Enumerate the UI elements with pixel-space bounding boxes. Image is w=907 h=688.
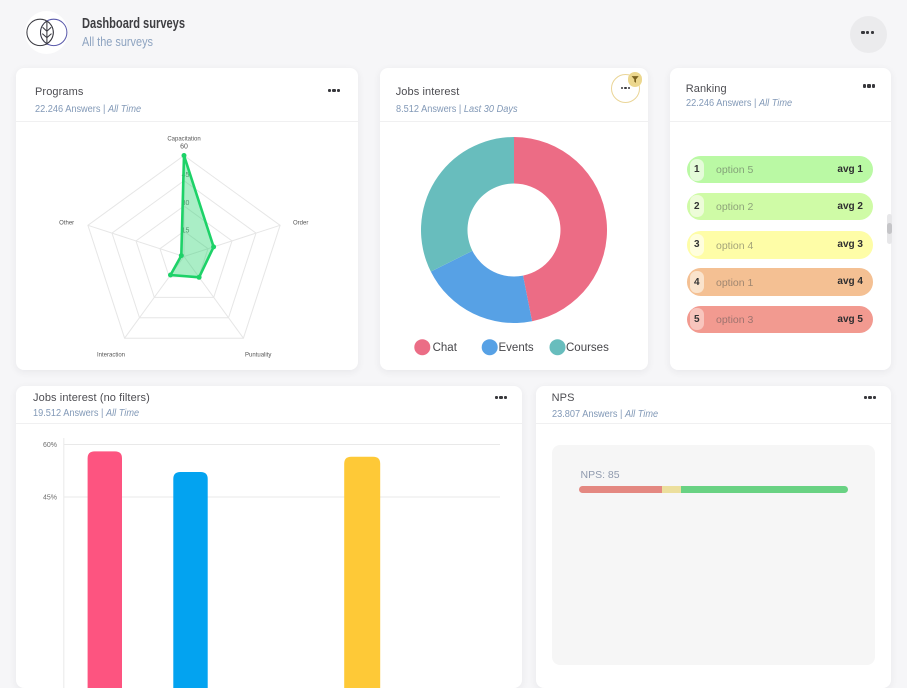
svg-text:30: 30 [182, 200, 190, 207]
svg-text:15: 15 [182, 227, 190, 234]
svg-text:Courses: Courses [566, 342, 609, 354]
svg-text:Chat: Chat [433, 342, 458, 354]
svg-text:45: 45 [182, 172, 190, 179]
svg-text:Puntuality: Puntuality [245, 352, 271, 358]
svg-text:60: 60 [180, 144, 188, 151]
svg-text:60%: 60% [43, 442, 57, 449]
svg-text:Other: Other [59, 220, 74, 226]
svg-text:Capacitation: Capacitation [167, 136, 200, 142]
svg-text:Order: Order [293, 220, 308, 226]
svg-text:Events: Events [499, 342, 534, 354]
svg-text:Interaction: Interaction [97, 352, 125, 358]
svg-text:45%: 45% [43, 495, 57, 502]
